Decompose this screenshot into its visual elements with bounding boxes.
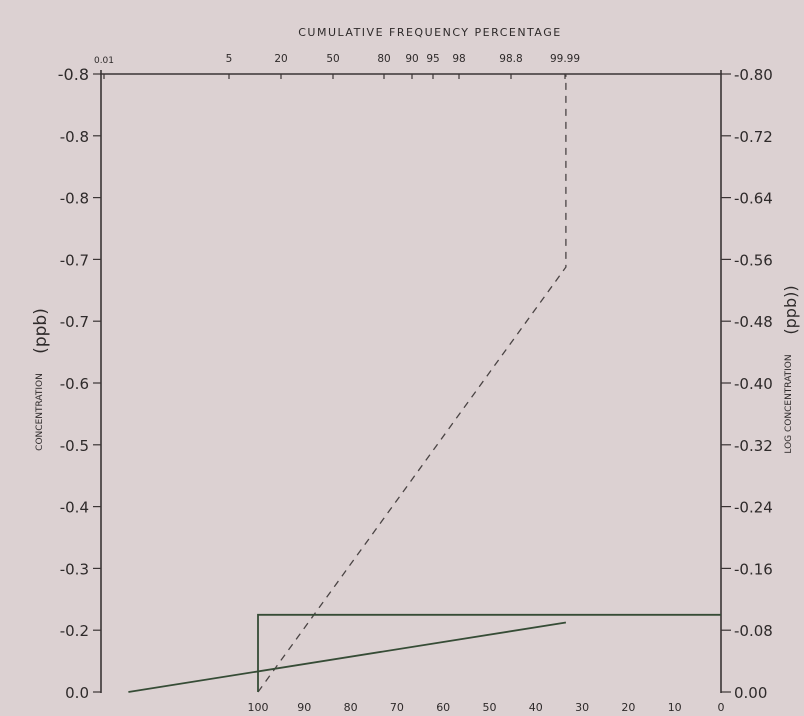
right-tick-label: -0.80 xyxy=(734,66,773,84)
right-tick-label: -0.16 xyxy=(734,560,773,578)
top-tick-label: 5 xyxy=(226,53,233,65)
bottom-tick-label: 30 xyxy=(575,701,589,714)
bottom-tick-label: 0 xyxy=(718,701,725,714)
bottom-tick-label: 50 xyxy=(483,701,497,714)
left-tick-label: -0.8 xyxy=(60,128,89,146)
bottom-tick-label: 90 xyxy=(297,701,311,714)
chart-title: CUMULATIVE FREQUENCY PERCENTAGE xyxy=(298,26,561,39)
left-tick-label: -0.4 xyxy=(60,499,89,517)
right-tick-label: -0.56 xyxy=(734,251,773,269)
top-tick-label: 99.99 xyxy=(550,53,580,65)
series-layer xyxy=(128,74,721,693)
dashed-series-line xyxy=(257,74,567,693)
bottom-tick-label: 70 xyxy=(390,701,404,714)
chart-labels: CUMULATIVE FREQUENCY PERCENTAGE CONCENTR… xyxy=(31,26,800,454)
bottom-tick-label: 20 xyxy=(621,701,635,714)
right-tick-label: -0.40 xyxy=(734,375,773,393)
left-tick-label: -0.7 xyxy=(60,251,89,269)
top-tick-label: 80 xyxy=(377,53,390,65)
plot-frame xyxy=(100,70,722,693)
bottom-tick-label: 10 xyxy=(668,701,682,714)
top-tick-label: 98 xyxy=(452,53,465,65)
left-tick-label: -0.2 xyxy=(60,622,89,640)
top-tick-label: 95 xyxy=(426,53,439,65)
right-tick-label: -0.48 xyxy=(734,313,773,331)
left-tick-label: -0.7 xyxy=(60,313,89,331)
right-tick-label: -0.72 xyxy=(734,128,773,146)
right-tick-label: -0.32 xyxy=(734,437,773,455)
left-tick-label: -0.3 xyxy=(60,560,89,578)
right-tick-label: 0.00 xyxy=(734,684,767,702)
bottom-tick-label: 80 xyxy=(344,701,358,714)
right-ylabel-unit: (ppb)) xyxy=(781,285,800,334)
right-tick-label: -0.08 xyxy=(734,622,773,640)
left-ylabel-unit: (ppb) xyxy=(31,308,51,354)
right-ylabel: LOG CONCENTRATION xyxy=(784,354,794,453)
top-tick-label: 0.01 xyxy=(94,56,114,66)
left-tick-label: -0.8 xyxy=(60,190,89,208)
solid-series-line-2 xyxy=(128,621,567,693)
top-tick-label: 20 xyxy=(274,53,287,65)
left-tick-label: 0.0 xyxy=(65,684,89,702)
left-tick-label: -0.5 xyxy=(60,437,89,455)
top-tick-label: 50 xyxy=(326,53,339,65)
top-tick-label: 90 xyxy=(405,53,418,65)
right-tick-label: -0.24 xyxy=(734,499,773,517)
right-tick-label: -0.64 xyxy=(734,190,773,208)
left-ylabel: CONCENTRATION xyxy=(35,373,45,451)
bottom-tick-label: 100 xyxy=(248,701,269,714)
solid-series-line-1 xyxy=(257,613,721,692)
top-tick-label: 98.8 xyxy=(499,53,522,65)
bottom-tick-label: 40 xyxy=(529,701,543,714)
bottom-tick-label: 60 xyxy=(436,701,450,714)
left-tick-label: -0.6 xyxy=(60,375,89,393)
left-tick-label: -0.8 xyxy=(58,65,89,84)
